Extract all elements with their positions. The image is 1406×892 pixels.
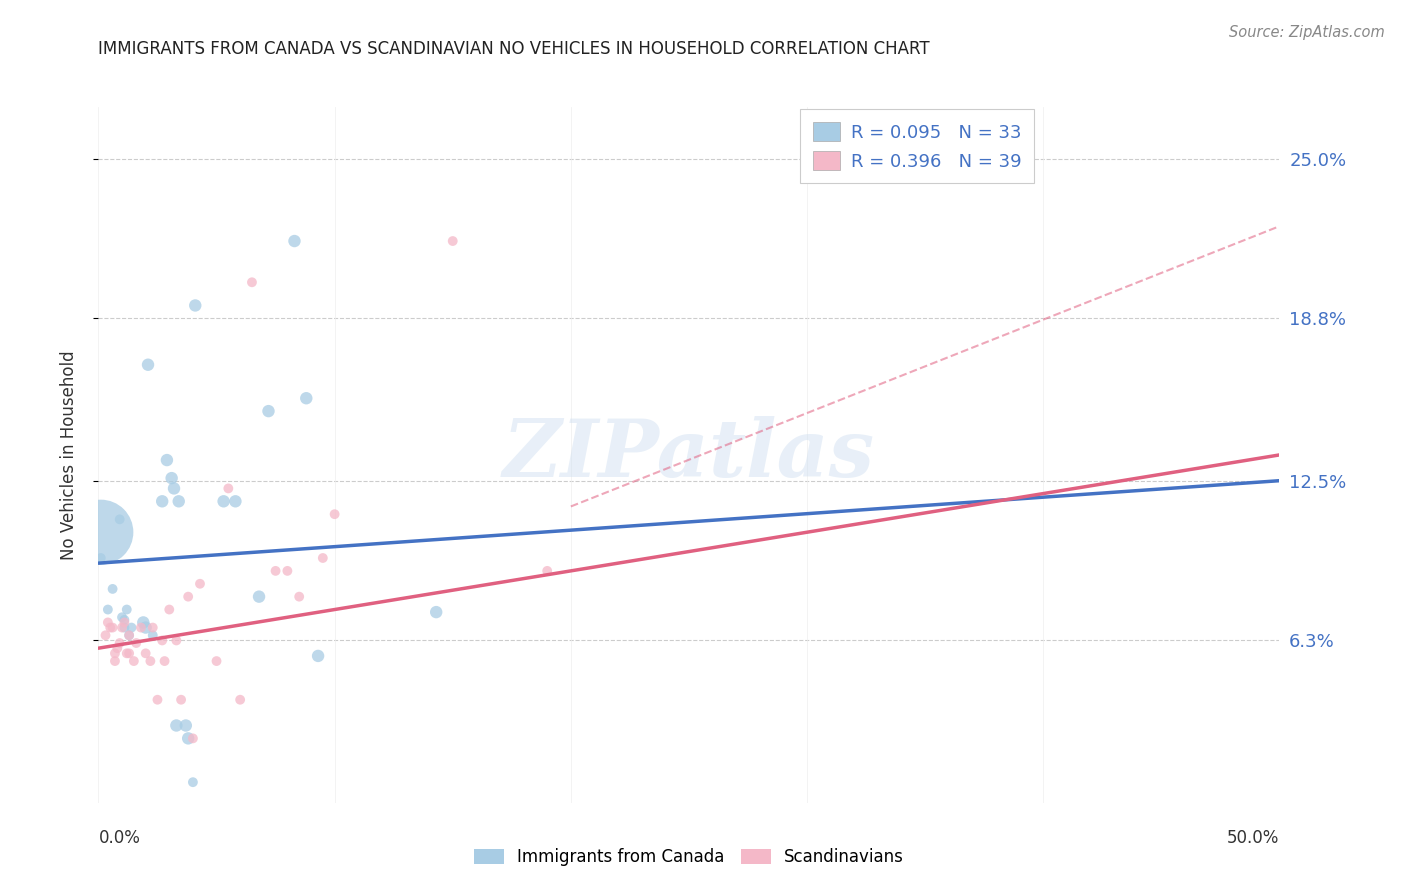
Point (142, 628, 165, 642)
Point (156, 453, 179, 467)
Text: IMMIGRANTS FROM CANADA VS SCANDINAVIAN NO VEHICLES IN HOUSEHOLD CORRELATION CHAR: IMMIGRANTS FROM CANADA VS SCANDINAVIAN N… (98, 40, 929, 58)
Point (104, 646, 127, 660)
Point (101, 582, 124, 596)
Point (121, 621, 143, 635)
Point (125, 636, 148, 650)
Point (229, 692, 252, 706)
Point (101, 621, 124, 635)
Point (115, 602, 138, 616)
Point (118, 628, 141, 642)
Point (157, 602, 180, 616)
Text: ZIPatlas: ZIPatlas (503, 417, 875, 493)
Point (150, 633, 173, 648)
Y-axis label: No Vehicles in Household: No Vehicles in Household (59, 350, 77, 560)
Point (425, 605, 447, 619)
Point (112, 621, 135, 635)
Point (104, 654, 127, 668)
Point (115, 646, 138, 660)
Point (217, 482, 239, 496)
Point (108, 512, 131, 526)
Point (112, 615, 135, 630)
Legend: R = 0.095   N = 33, R = 0.396   N = 39: R = 0.095 N = 33, R = 0.396 N = 39 (800, 109, 1035, 183)
Point (135, 621, 157, 635)
Point (112, 613, 135, 627)
Point (153, 654, 176, 668)
Point (90, 525, 112, 540)
Point (108, 636, 131, 650)
Point (135, 646, 157, 660)
Point (188, 576, 211, 591)
Point (132, 615, 155, 630)
Point (146, 692, 169, 706)
Point (167, 494, 190, 508)
Point (118, 646, 141, 660)
Point (240, 275, 263, 289)
Point (160, 471, 183, 485)
Point (177, 731, 200, 746)
Point (97, 602, 120, 616)
Point (163, 482, 186, 496)
Point (212, 494, 235, 508)
Point (205, 654, 228, 668)
Point (224, 494, 246, 508)
Point (536, 564, 558, 578)
Point (295, 391, 318, 405)
Point (276, 564, 298, 578)
Point (170, 692, 193, 706)
Point (142, 621, 165, 635)
Point (98, 621, 121, 635)
Point (288, 590, 311, 604)
Point (247, 590, 270, 604)
Point (181, 775, 204, 789)
Text: 50.0%: 50.0% (1227, 829, 1279, 847)
Point (97, 615, 120, 630)
Point (105, 641, 128, 656)
Point (118, 628, 141, 642)
Point (139, 654, 162, 668)
Point (441, 234, 464, 248)
Text: Source: ZipAtlas.com: Source: ZipAtlas.com (1229, 25, 1385, 40)
Point (174, 718, 197, 732)
Point (129, 621, 152, 635)
Point (257, 404, 280, 418)
Point (283, 234, 305, 248)
Point (312, 551, 335, 566)
Point (94, 628, 117, 642)
Point (165, 633, 187, 648)
Point (307, 648, 329, 663)
Point (150, 494, 173, 508)
Point (181, 731, 204, 746)
Point (184, 298, 207, 312)
Point (323, 507, 346, 521)
Text: 0.0%: 0.0% (98, 829, 141, 847)
Point (264, 564, 287, 578)
Point (122, 654, 145, 668)
Point (177, 590, 200, 604)
Point (136, 358, 159, 372)
Point (111, 621, 134, 635)
Point (90, 551, 112, 566)
Point (165, 718, 187, 732)
Point (111, 610, 134, 624)
